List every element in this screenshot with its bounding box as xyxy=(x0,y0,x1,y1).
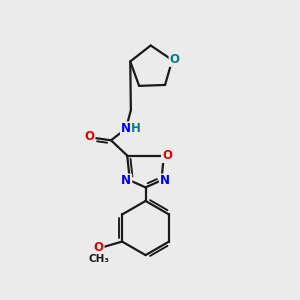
Text: O: O xyxy=(94,241,103,254)
Text: O: O xyxy=(85,130,94,143)
Text: N: N xyxy=(121,175,131,188)
Text: O: O xyxy=(169,53,180,66)
Text: H: H xyxy=(131,122,141,135)
Text: N: N xyxy=(160,175,170,188)
Text: O: O xyxy=(162,149,172,162)
Text: N: N xyxy=(121,122,131,135)
Text: CH₃: CH₃ xyxy=(88,254,109,264)
